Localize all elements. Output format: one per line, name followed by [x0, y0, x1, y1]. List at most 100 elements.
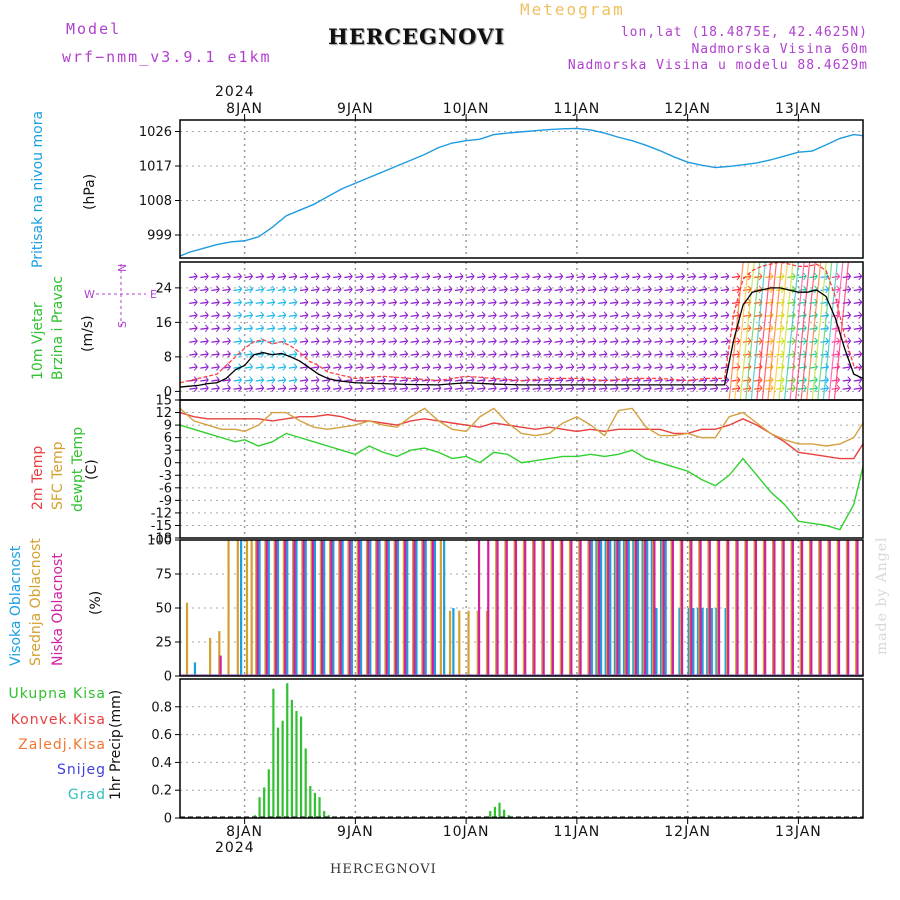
wind-barb [443, 340, 453, 343]
wind-barb-head [714, 340, 719, 345]
bar-precipitation [272, 688, 275, 818]
wind-barb-head [515, 314, 519, 320]
storm-hatch [739, 261, 755, 401]
bar-clouds [559, 540, 562, 676]
storm-hatch [778, 261, 794, 401]
wind-barb [200, 275, 209, 279]
bar-clouds [286, 540, 289, 676]
wind-barb-head [647, 314, 652, 320]
wind-barb-head [503, 340, 508, 345]
wind-barb [299, 314, 309, 317]
wind-barb-head [758, 324, 763, 329]
wind-barb-head [526, 298, 530, 303]
wind-barb-head [315, 350, 320, 355]
wind-barb-head [592, 327, 597, 332]
wind-barb [288, 301, 298, 305]
wind-barb [753, 314, 763, 317]
wind-barb [776, 340, 785, 343]
wind-barb [532, 340, 541, 343]
wind-barb-head [592, 363, 597, 368]
wind-barb-head [659, 285, 663, 290]
wind-barb-head [282, 384, 287, 389]
wind-barb [731, 288, 741, 292]
wind-barb [344, 366, 353, 369]
wind-barb-head [459, 298, 464, 303]
wind-barb-head [636, 298, 641, 303]
wind-barb-head [692, 337, 697, 342]
wind-barb-head [337, 298, 342, 303]
wind-barb [399, 327, 408, 330]
wind-barb [587, 314, 597, 317]
model-name: wrf−nmm_v3.9.1 e1km [62, 48, 272, 66]
bar-clouds [735, 540, 738, 676]
wind-barb-head [492, 327, 497, 332]
wind-barb-head [548, 363, 553, 368]
wind-barb-head [470, 384, 475, 389]
wind-barb-head [470, 311, 475, 316]
wind-barb-head [492, 363, 497, 368]
wind-barb [521, 340, 530, 343]
bar-clouds [790, 540, 793, 676]
wind-barb-head [337, 272, 342, 277]
bar-clouds [670, 540, 673, 676]
wind-barb-head [515, 350, 519, 355]
wind-barb-head [670, 366, 674, 371]
storm-hatch [806, 261, 822, 401]
wind-barb-head [747, 327, 752, 332]
storm-hatch [795, 261, 811, 401]
wind-barb [299, 301, 309, 305]
wind-barb-head [404, 285, 409, 290]
wind-barb-head [570, 298, 575, 303]
wind-barb-head [570, 366, 575, 371]
wind-barb-head [204, 327, 209, 332]
wind-barb [255, 387, 264, 390]
wind-barb-head [437, 301, 442, 307]
wind-barb-head [393, 387, 397, 392]
wind-barb-head [714, 324, 719, 329]
bar-clouds [467, 610, 470, 676]
bar-clouds [653, 540, 656, 676]
wind-barb [299, 366, 309, 369]
y-tick-label: 25 [155, 636, 172, 651]
wind-barb-head [448, 288, 453, 294]
wind-barb [189, 275, 198, 279]
top-day-label: 8JAN [226, 101, 263, 117]
bar-clouds [699, 540, 702, 676]
wind-barb [244, 379, 253, 382]
bar-clouds [625, 540, 628, 676]
page-title: HERCEGNOVI [328, 24, 506, 49]
wind-barb-head [359, 301, 364, 307]
wind-barb-head [359, 324, 364, 329]
wind-barb [377, 353, 386, 356]
wind-barb-head [249, 324, 253, 329]
wind-barb-head [592, 350, 597, 355]
wind-barb [454, 387, 464, 390]
wind-barb-head [681, 350, 685, 355]
wind-barb [499, 288, 508, 292]
wind-barb-head [758, 384, 763, 389]
wind-barb-head [758, 327, 763, 332]
wind-barb [189, 288, 198, 292]
wind-barb-head [803, 327, 807, 332]
wind-barb [665, 340, 674, 343]
wind-barb-head [526, 272, 530, 277]
wind-barb-head [304, 350, 309, 355]
wind-barb-head [515, 366, 519, 371]
wind-barb-head [858, 340, 863, 345]
wind-barb-head [448, 379, 453, 384]
storm-hatch [811, 261, 827, 401]
wind-barb-head [581, 340, 586, 345]
wind-barb-head [238, 324, 242, 329]
wind-barb [322, 314, 331, 317]
bar-clouds [293, 540, 296, 676]
bar-clouds [396, 540, 400, 676]
wind-barb-head [647, 379, 652, 384]
wind-barb [222, 340, 231, 343]
y-tick-label: 0.4 [151, 756, 172, 771]
wind-barb [720, 314, 729, 317]
storm-hatch [828, 261, 844, 401]
wind-barb [521, 288, 530, 292]
wind-barb-head [492, 288, 497, 294]
wind-barb [333, 366, 342, 369]
wind-barb [676, 275, 685, 279]
